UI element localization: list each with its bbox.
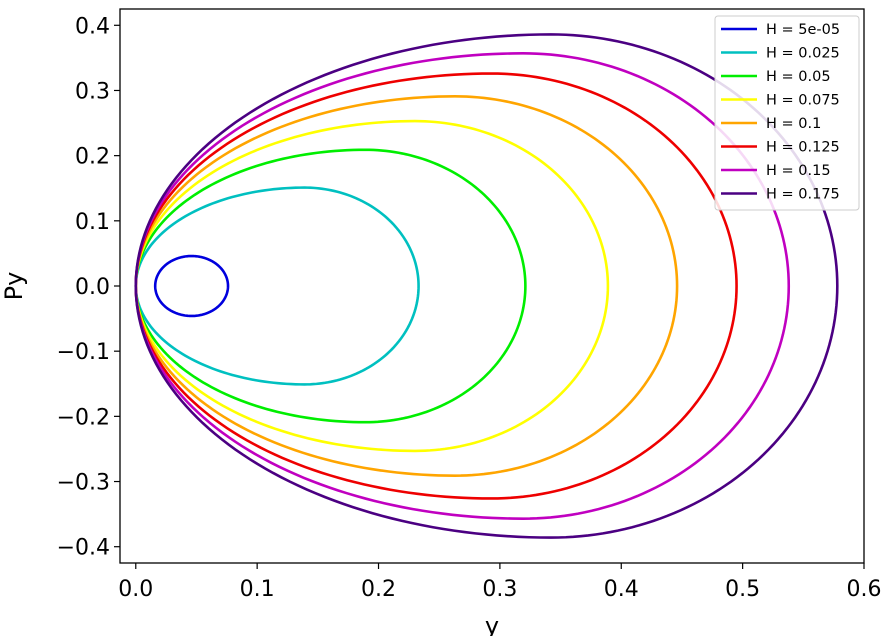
y-tick-label: −0.3 <box>57 471 110 496</box>
x-tick-label: 0.4 <box>604 577 639 602</box>
x-tick-label: 0.0 <box>118 577 153 602</box>
legend-box <box>714 15 860 211</box>
legend-label-4: H = 0.1 <box>766 116 821 132</box>
x-tick-label: 0.1 <box>240 577 275 602</box>
legend: H = 5e-05 H = 0.025 H = 0.05 H = 0.075 H = 0… <box>714 15 860 211</box>
legend-label-3: H = 0.075 <box>766 93 840 109</box>
x-tick-label: 0.2 <box>361 577 396 602</box>
legend-label-6: H = 0.15 <box>766 163 831 179</box>
y-tick-label: 0.3 <box>75 79 110 104</box>
y-tick-label: 0.1 <box>75 210 110 235</box>
y-axis: −0.4 −0.3 −0.2 −0.1 0.0 0.1 0.2 0.3 0.4 <box>57 14 120 561</box>
y-tick-label: 0.2 <box>75 145 110 170</box>
legend-label-2: H = 0.05 <box>766 69 831 85</box>
y-tick-label: 0.0 <box>75 275 110 300</box>
series-curve-3 <box>134 119 610 453</box>
x-tick-label: 0.5 <box>725 577 760 602</box>
y-tick-label: −0.1 <box>57 340 110 365</box>
x-axis: 0.0 0.1 0.2 0.3 0.4 0.5 0.6 <box>118 563 881 602</box>
x-tick-label: 0.6 <box>847 577 881 602</box>
legend-label-7: H = 0.175 <box>766 187 840 203</box>
y-tick-label: 0.4 <box>75 14 110 39</box>
series-curve-7 <box>134 33 839 539</box>
legend-label-5: H = 0.125 <box>766 140 840 156</box>
y-tick-label: −0.4 <box>57 536 110 561</box>
series-curve-0 <box>153 254 230 318</box>
series-curve-1 <box>134 186 420 386</box>
legend-label-1: H = 0.025 <box>766 46 840 62</box>
x-tick-label: 0.3 <box>482 577 517 602</box>
y-axis-title: Py <box>0 272 28 301</box>
y-tick-label: −0.2 <box>57 405 110 430</box>
x-axis-title: y <box>485 612 499 636</box>
legend-label-0: H = 5e-05 <box>766 22 840 38</box>
curves-layer <box>134 33 839 539</box>
